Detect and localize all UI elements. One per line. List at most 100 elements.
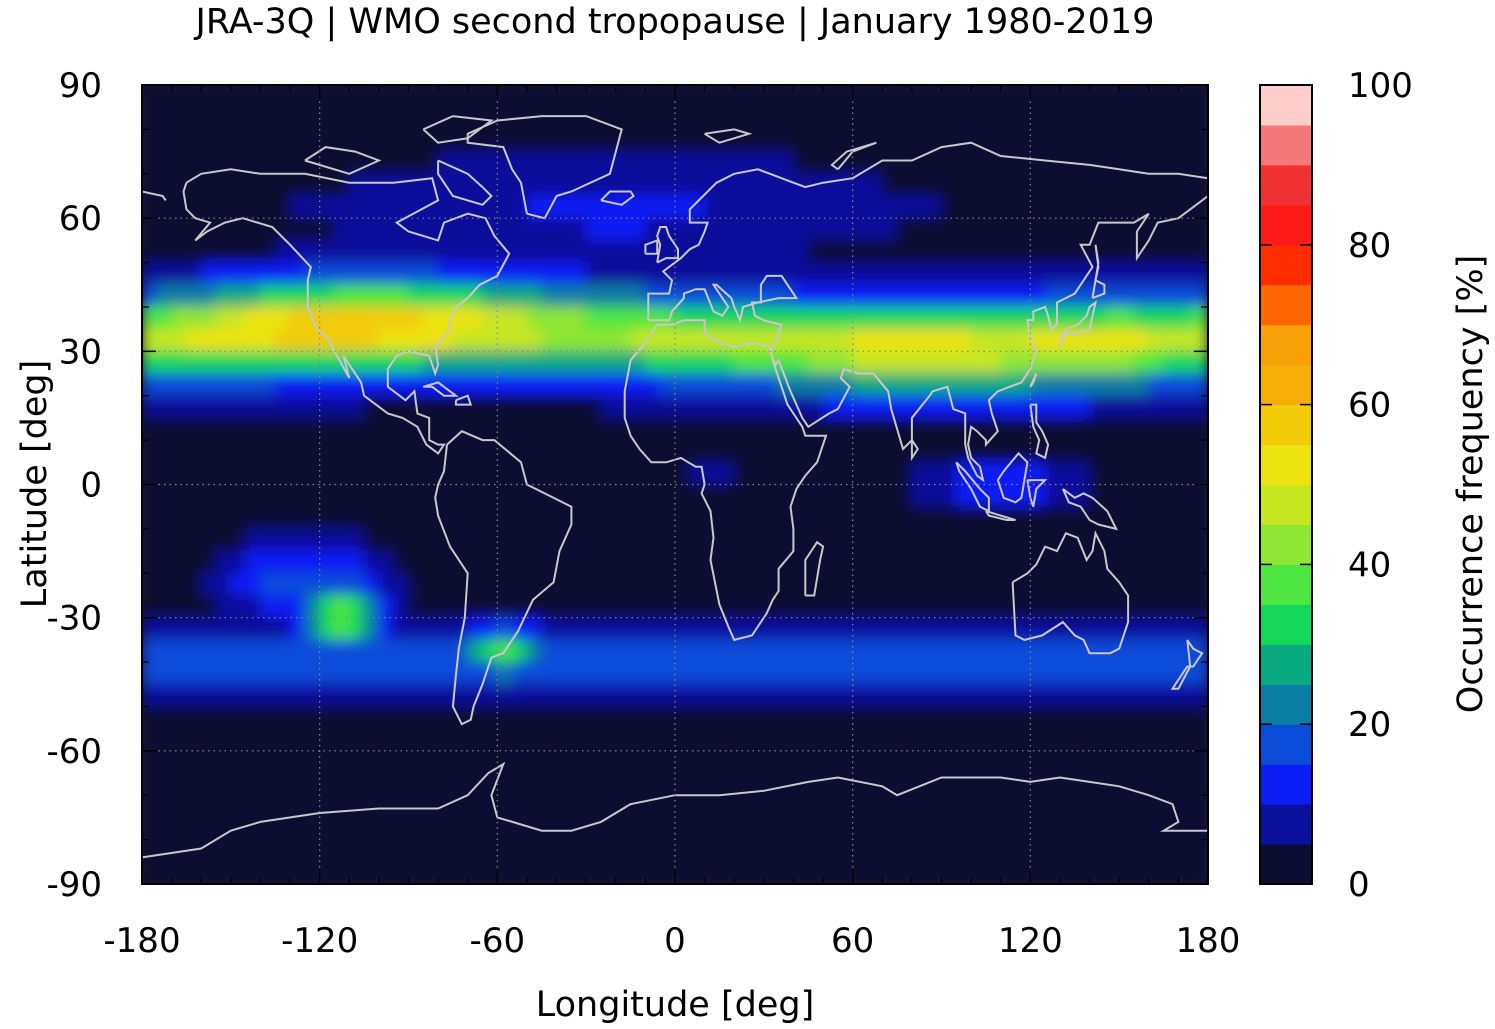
field-cell <box>556 262 572 286</box>
field-cell <box>852 639 868 663</box>
field-cell <box>778 128 794 153</box>
field-cell <box>659 262 676 286</box>
field-cell <box>1059 794 1076 818</box>
field-cell <box>792 861 809 884</box>
field-cell <box>482 484 498 508</box>
field-cell <box>911 683 928 707</box>
field-cell <box>1000 217 1017 241</box>
field-cell <box>704 395 720 419</box>
field-cell <box>556 639 572 663</box>
field-cell <box>615 572 632 596</box>
field-cell <box>526 750 543 774</box>
field-cell <box>274 173 291 197</box>
field-cell <box>142 705 158 730</box>
field-cell <box>230 195 247 219</box>
field-cell <box>348 484 365 508</box>
field-cell <box>615 772 632 796</box>
field-cell <box>200 528 217 552</box>
field-cell <box>482 594 498 619</box>
field-cell <box>644 705 661 730</box>
field-cell <box>852 506 868 530</box>
field-cell <box>200 128 217 153</box>
field-cell <box>1163 306 1179 330</box>
colorbar-tick-label: 80 <box>1348 226 1391 266</box>
field-cell <box>378 816 395 841</box>
field-cell <box>733 484 750 508</box>
field-cell <box>215 195 232 219</box>
field-cell <box>393 794 409 818</box>
field-cell <box>496 151 513 175</box>
field-cell <box>970 617 987 641</box>
field-cell <box>644 484 661 508</box>
coastline-segment <box>985 510 1016 521</box>
field-cell <box>230 572 247 596</box>
field-cell <box>185 439 202 463</box>
field-cell <box>926 572 942 596</box>
field-cell <box>378 661 395 685</box>
field-cell <box>393 284 409 308</box>
field-cell <box>926 195 942 219</box>
field-cell <box>230 417 247 441</box>
field-cell <box>600 639 617 663</box>
field-cell <box>748 328 765 352</box>
field-cell <box>274 839 291 863</box>
field-cell <box>245 417 261 441</box>
field-cell <box>1044 705 1061 730</box>
field-cell <box>1118 683 1135 707</box>
colorbar-segment <box>1260 164 1312 206</box>
field-cell <box>704 839 720 863</box>
field-cell <box>852 683 868 707</box>
field-cell <box>319 106 335 130</box>
field-cell <box>1044 572 1061 596</box>
field-cell <box>718 861 735 884</box>
field-cell <box>304 506 321 530</box>
field-cell <box>689 239 706 264</box>
field-cell <box>245 195 261 219</box>
field-cell <box>482 528 498 552</box>
field-cell <box>1192 217 1208 241</box>
field-cell <box>866 151 883 175</box>
field-cell <box>496 839 513 863</box>
field-cell <box>852 85 868 108</box>
coastline-segment <box>142 190 167 201</box>
field-cell <box>171 461 187 485</box>
field-cell <box>541 417 558 441</box>
field-cell <box>1177 772 1194 796</box>
field-cell <box>837 262 854 286</box>
field-cell <box>896 217 913 241</box>
field-cell <box>541 328 558 352</box>
field-cell <box>171 151 187 175</box>
colorbar-segment <box>1260 684 1312 725</box>
field-cell <box>985 262 1002 286</box>
field-cell <box>304 639 321 663</box>
field-cell <box>1015 328 1031 352</box>
field-cell <box>482 151 498 175</box>
field-cell <box>541 661 558 685</box>
x-tick-label: -180 <box>103 921 180 961</box>
field-cell <box>748 816 765 841</box>
field-cell <box>215 417 232 441</box>
field-cell <box>822 217 839 241</box>
field-cell <box>659 794 676 818</box>
field-cell <box>733 506 750 530</box>
field-cell <box>142 306 158 330</box>
field-cell <box>437 262 454 286</box>
field-cell <box>585 195 602 219</box>
field-cell <box>1133 439 1150 463</box>
field-cell <box>452 85 469 108</box>
coastline-segment <box>1011 530 1130 655</box>
field-cell <box>1192 484 1208 508</box>
field-cell <box>911 528 928 552</box>
field-cell <box>259 350 276 375</box>
field-cell <box>792 151 809 175</box>
field-cell <box>1192 373 1208 397</box>
field-cell <box>200 484 217 508</box>
field-cell <box>674 794 691 818</box>
field-cell <box>1000 794 1017 818</box>
field-cell <box>1000 661 1017 685</box>
field-cell <box>570 705 587 730</box>
field-cell <box>1059 839 1076 863</box>
field-cell <box>348 816 365 841</box>
field-cell <box>570 395 587 419</box>
field-cell <box>1029 395 1046 419</box>
